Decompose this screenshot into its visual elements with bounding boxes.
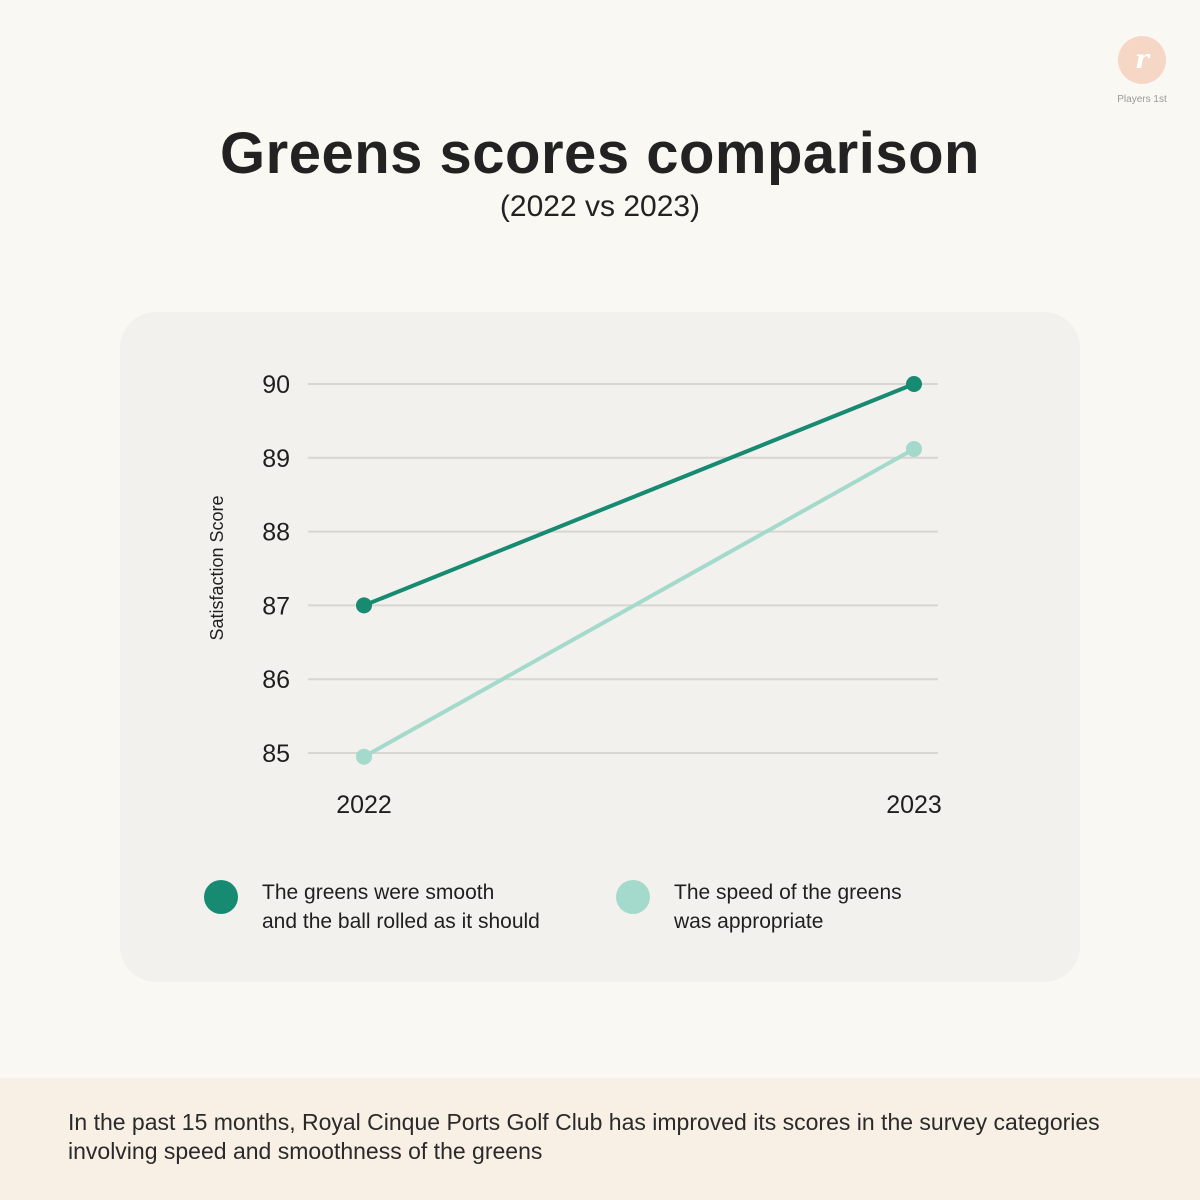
brand-logo: r Players 1st	[1112, 36, 1172, 105]
legend-swatch-speed	[616, 880, 650, 914]
legend-label-smooth: The greens were smooth and the ball roll…	[262, 881, 540, 933]
y-axis-label: Satisfaction Score	[207, 495, 227, 640]
data-point-series1-2022	[356, 748, 372, 765]
series-line-1	[362, 446, 916, 759]
x-tick-label-2022: 2022	[336, 791, 392, 819]
chart-card: 90 89 88 87 86 85 Satisfaction Score 2022 2023 T…	[120, 312, 1080, 982]
legend-item-speed: The speed of the greens was appropriate	[616, 878, 902, 936]
y-tick-label-90: 90	[262, 371, 290, 399]
data-point-series1-2023	[906, 440, 922, 457]
brand-name: Players 1st	[1117, 94, 1167, 105]
line-chart: 90 89 88 87 86 85 Satisfaction Score 2022 2023	[207, 371, 942, 819]
logo-mark: r	[1135, 45, 1149, 75]
y-tick-label-87: 87	[262, 592, 290, 620]
page-subtitle: (2022 vs 2023)	[499, 190, 701, 223]
series-line-0	[362, 382, 916, 608]
footer-banner: In the past 15 months, Royal Cinque Port…	[0, 1078, 1200, 1200]
footer-text: In the past 15 months, Royal Cinque Port…	[68, 1109, 1100, 1164]
y-tick-label-89: 89	[262, 445, 290, 473]
y-tick-label-86: 86	[262, 666, 290, 694]
legend-item-smooth: The greens were smooth and the ball roll…	[204, 878, 540, 936]
data-point-series0-2023	[906, 376, 922, 392]
logo-badge-icon: r	[1118, 36, 1166, 84]
data-point-series0-2022	[356, 597, 372, 614]
legend-swatch-smooth	[204, 880, 238, 914]
page-title: Greens scores comparison	[220, 121, 980, 186]
y-tick-label-85: 85	[262, 740, 290, 768]
legend-label-speed: The speed of the greens was appropriate	[674, 881, 902, 933]
x-tick-label-2023: 2023	[886, 791, 942, 819]
y-tick-label-88: 88	[262, 519, 290, 547]
